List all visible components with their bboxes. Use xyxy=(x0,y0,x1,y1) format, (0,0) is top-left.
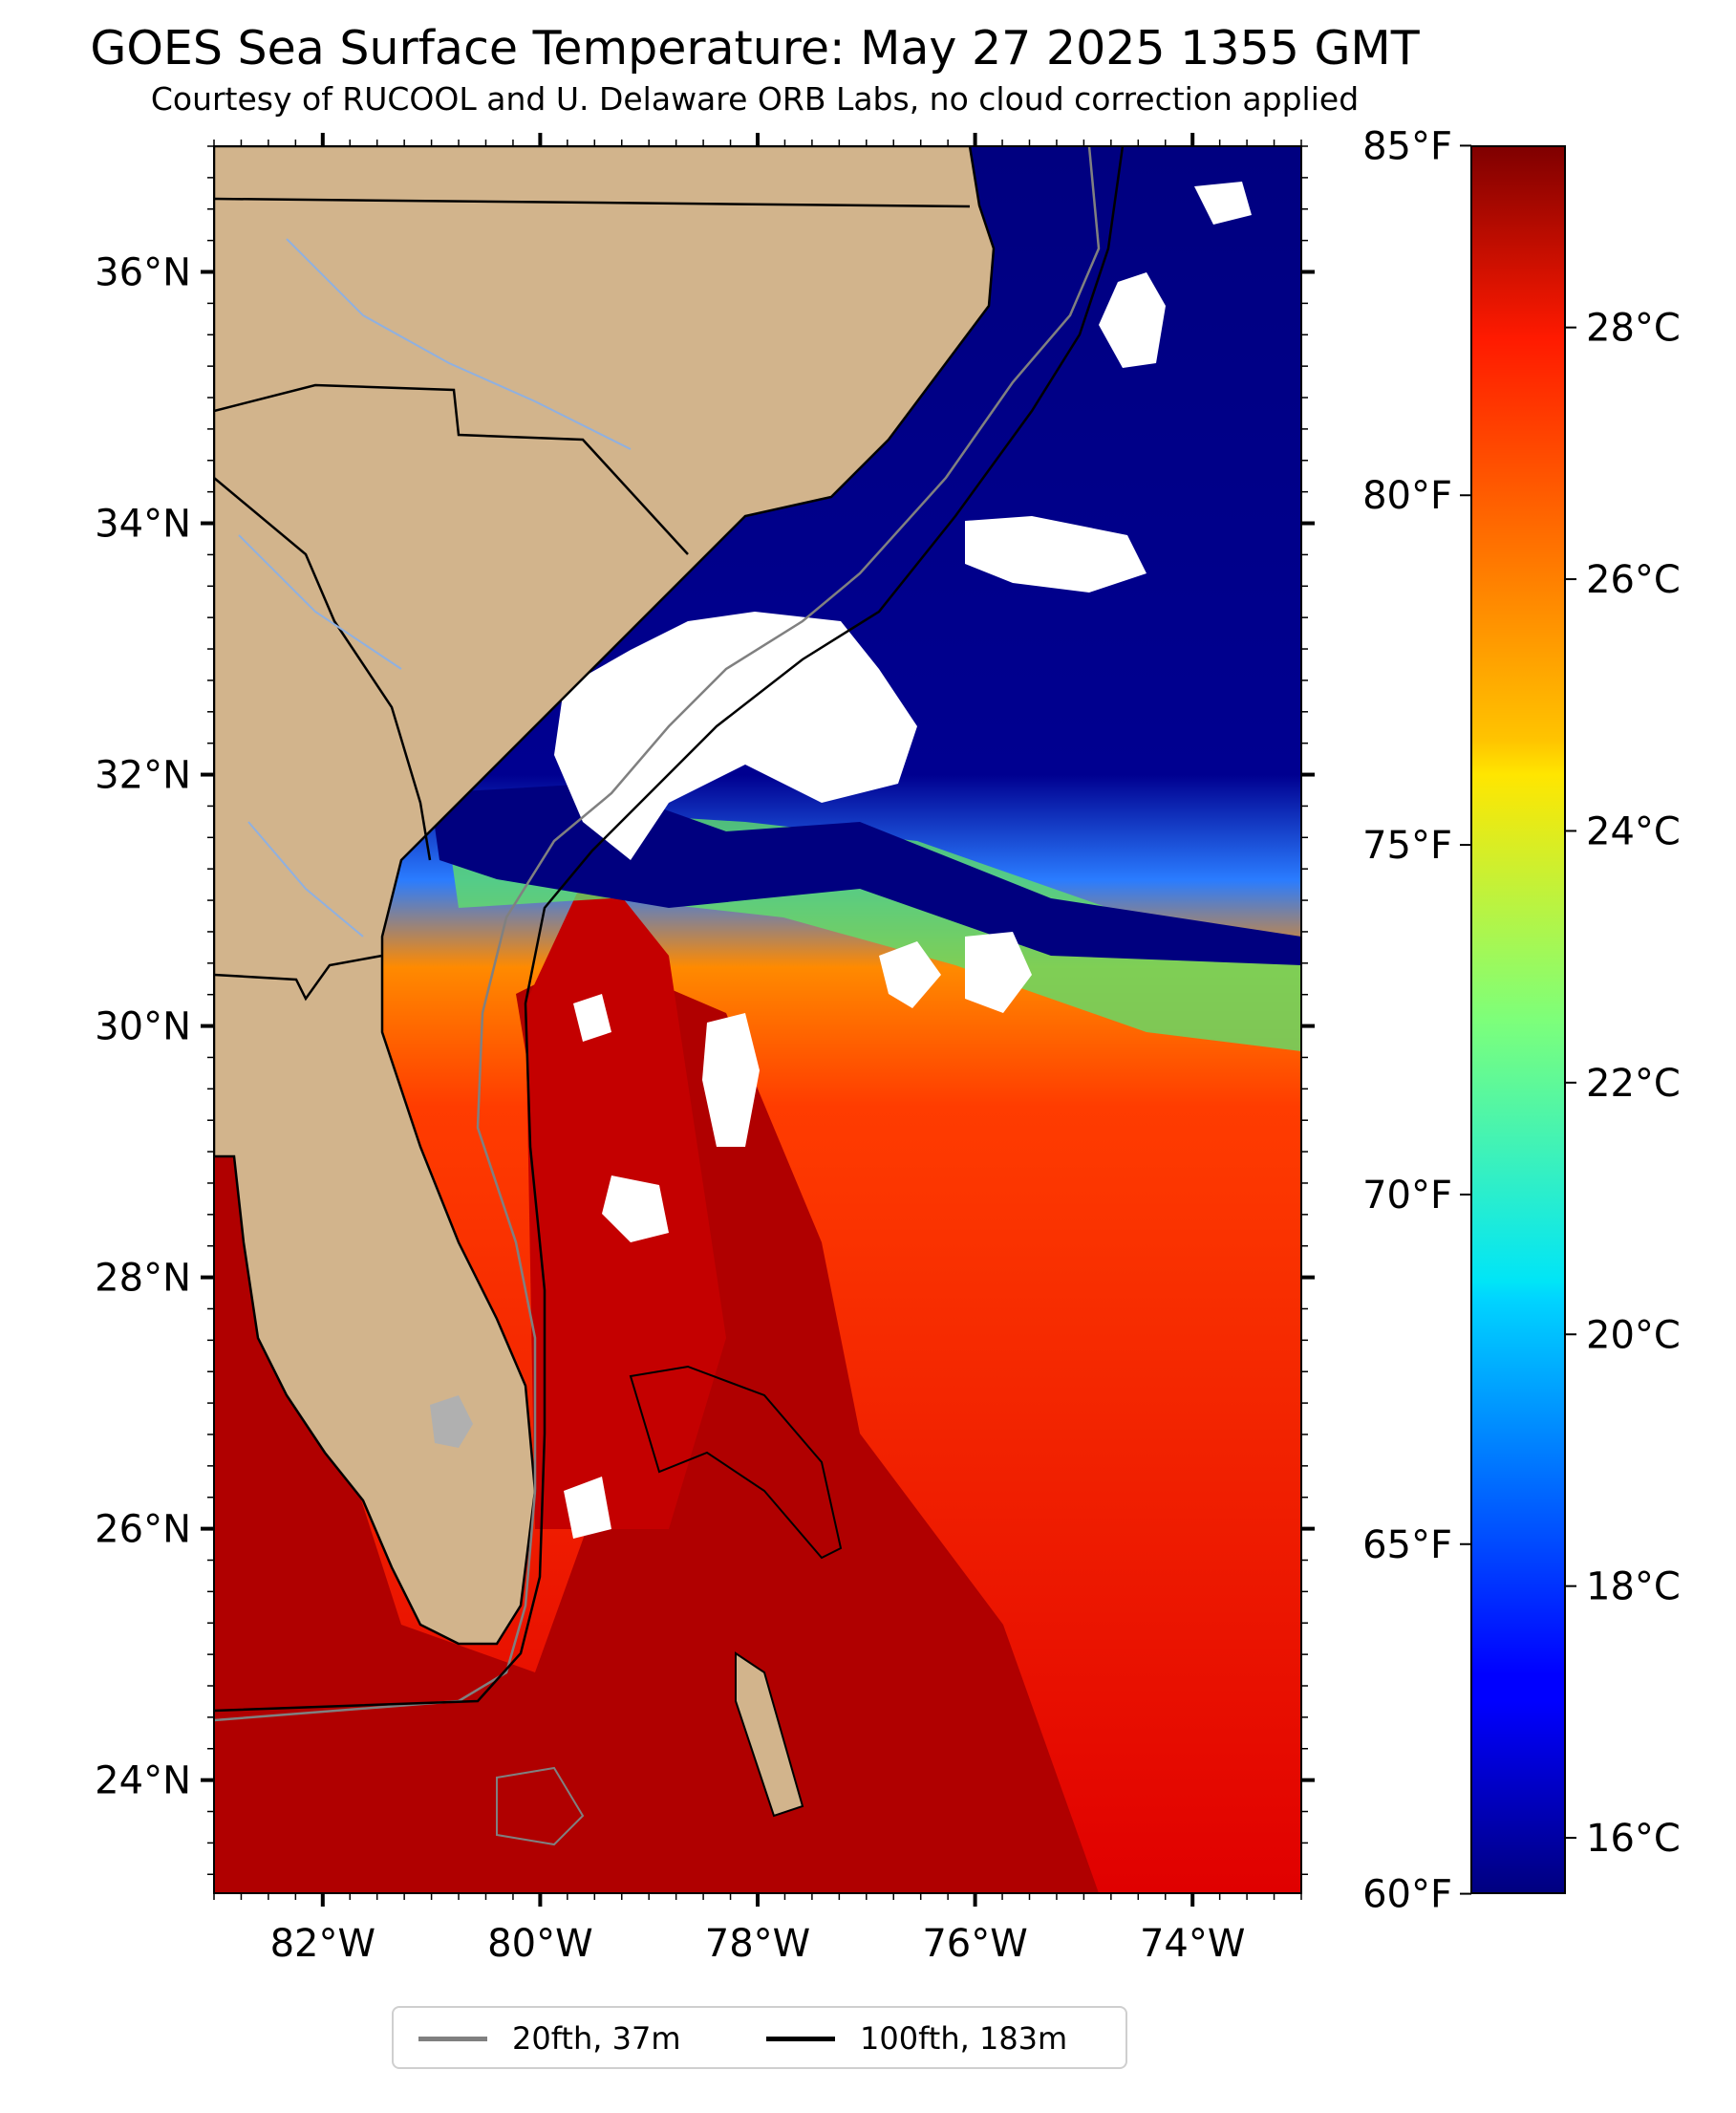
state-border xyxy=(214,954,383,1002)
colorbar-c-label: 22°C xyxy=(1586,1062,1681,1106)
lon-tick-label: 82°W xyxy=(270,1922,375,1966)
cloud-patch xyxy=(879,941,941,1008)
lake-okeechobee xyxy=(430,1395,473,1448)
lon-tick-label: 74°W xyxy=(1140,1922,1245,1966)
colorbar-c-label: 24°C xyxy=(1586,809,1681,853)
river xyxy=(286,238,632,450)
state-border xyxy=(214,197,971,208)
lat-tick-label: 28°N xyxy=(95,1257,191,1301)
colorbar-c-label: 20°C xyxy=(1586,1313,1681,1357)
land-mass xyxy=(214,146,996,1646)
river xyxy=(247,821,364,938)
colorbar-f-label: 85°F xyxy=(1362,124,1452,168)
legend-swatch-20fth xyxy=(418,2036,487,2041)
lat-tick-label: 26°N xyxy=(95,1508,191,1552)
lat-tick-label: 36°N xyxy=(95,251,191,295)
cloud-patch xyxy=(573,994,611,1042)
colorbar-f-label: 60°F xyxy=(1362,1873,1452,1917)
colorbar-gradient xyxy=(1470,145,1566,1894)
colorbar-f-label: 70°F xyxy=(1362,1174,1452,1218)
cloud-patch xyxy=(564,1477,611,1539)
lat-tick-label: 34°N xyxy=(95,503,191,547)
cloud-patch xyxy=(965,516,1147,593)
lat-tick-label: 30°N xyxy=(95,1005,191,1049)
state-border xyxy=(214,383,689,555)
lon-tick-label: 78°W xyxy=(705,1922,810,1966)
legend-swatch-100fth xyxy=(766,2036,835,2041)
legend-label-100fth: 100fth, 183m xyxy=(860,2020,1068,2057)
colorbar-c-label: 26°C xyxy=(1586,558,1681,602)
isobath-20fth xyxy=(496,1766,585,1846)
legend: 20fth, 37m 100fth, 183m xyxy=(392,2006,1127,2069)
colorbar-c-label: 18°C xyxy=(1586,1565,1681,1609)
legend-item-20fth: 20fth, 37m xyxy=(418,2019,680,2058)
state-border xyxy=(214,477,432,861)
colorbar-f-label: 75°F xyxy=(1362,824,1452,868)
lat-tick-label: 32°N xyxy=(95,754,191,798)
chart-subtitle: Courtesy of RUCOOL and U. Delaware ORB L… xyxy=(150,80,1360,118)
colorbar-fahrenheit-axis: 60°F 65°F 70°F 75°F 80°F 85°F xyxy=(1362,124,1471,1917)
isobath-100fth xyxy=(629,1365,843,1560)
lon-tick-label: 80°W xyxy=(487,1922,592,1966)
cloud-patch xyxy=(1194,182,1252,225)
isobath-100fth xyxy=(214,146,1125,1713)
lat-axis: 24°N 26°N 28°N 30°N 32°N 34°N 36°N xyxy=(95,145,1315,1876)
lat-tick-label: 24°N xyxy=(95,1759,191,1803)
colorbar-f-label: 80°F xyxy=(1362,474,1452,518)
bahamas-island xyxy=(735,1651,804,1818)
sst-raster xyxy=(214,146,1301,1893)
lon-tick-label: 76°W xyxy=(922,1922,1027,1966)
colorbar-c-label: 16°C xyxy=(1586,1817,1681,1861)
colorbar-celsius-axis: 16°C 18°C 20°C 22°C 24°C 26°C 28°C xyxy=(1565,307,1681,1861)
legend-label-20fth: 20fth, 37m xyxy=(512,2020,681,2057)
legend-item-100fth: 100fth, 183m xyxy=(766,2019,1067,2058)
colorbar-f-label: 65°F xyxy=(1362,1523,1452,1567)
cloud-patch xyxy=(965,932,1032,1013)
chart-title: GOES Sea Surface Temperature: May 27 202… xyxy=(90,21,1420,75)
river xyxy=(238,534,402,670)
cloud-patch xyxy=(1099,272,1166,368)
isobath-20fth xyxy=(214,146,1101,1722)
cloud-patch xyxy=(702,1013,760,1147)
colorbar-c-label: 28°C xyxy=(1586,307,1681,351)
lon-axis: 82°W 80°W 78°W 76°W 74°W xyxy=(213,133,1302,1966)
cloud-patch xyxy=(602,1175,669,1242)
